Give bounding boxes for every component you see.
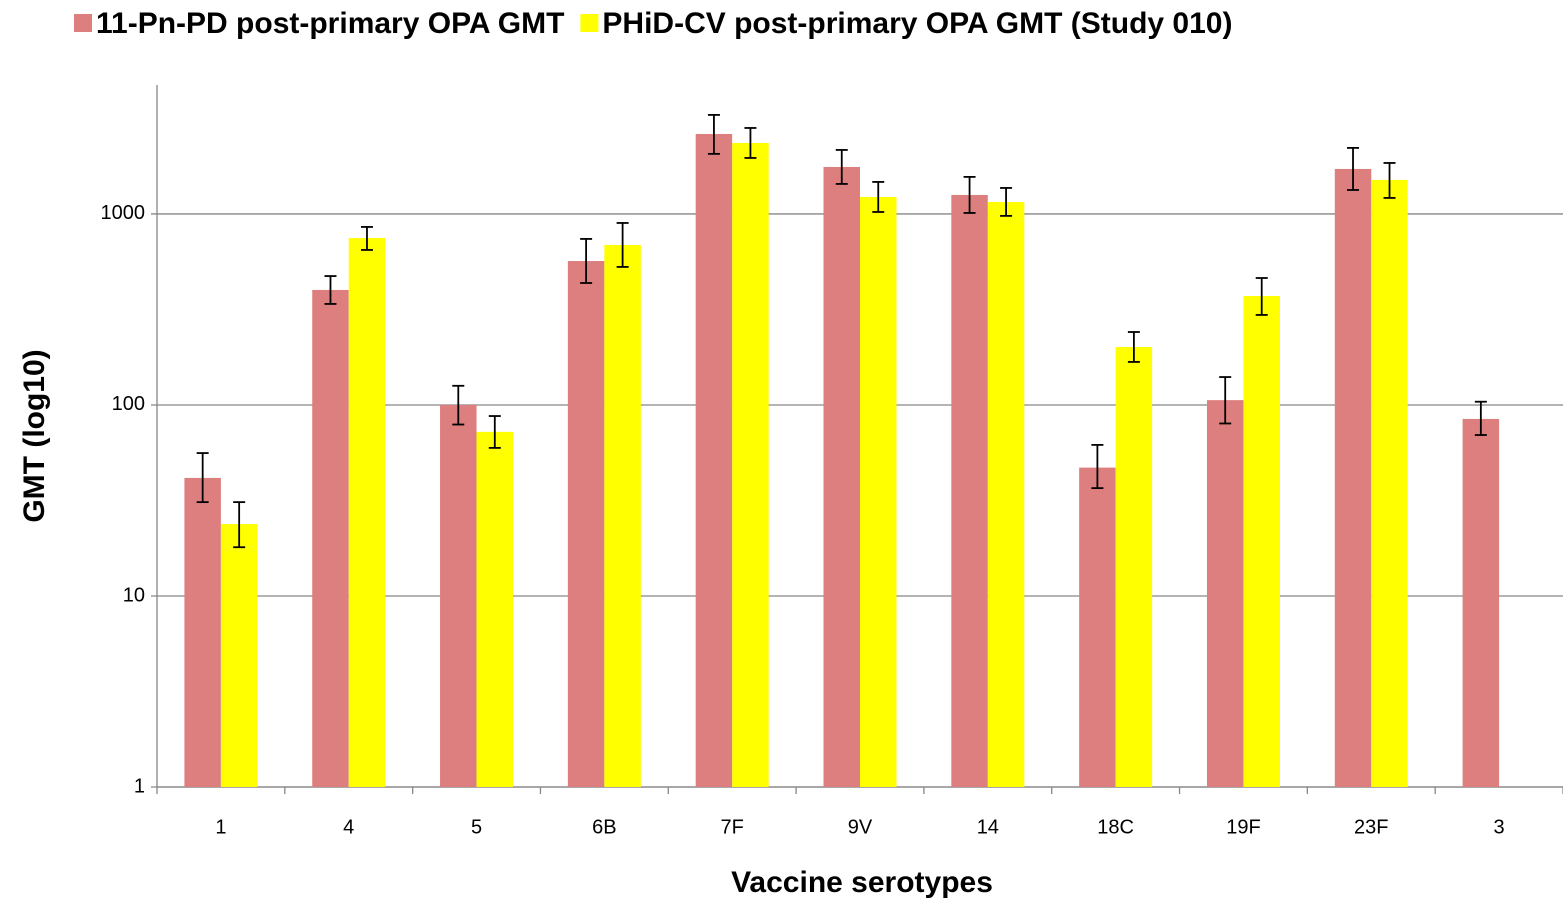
error-bar [835, 149, 848, 185]
bar [1115, 347, 1153, 787]
legend-swatch [74, 14, 92, 32]
error-bar [196, 452, 209, 504]
error-bar [707, 114, 720, 155]
x-tick-label: 6B [592, 816, 616, 838]
bar [604, 244, 641, 787]
error-bar [1347, 146, 1360, 191]
bar [1243, 295, 1280, 787]
bar [860, 196, 897, 787]
x-tick-label: 19F [1226, 816, 1260, 838]
y-tick-label: 1 [134, 775, 145, 797]
bar [348, 238, 386, 787]
error-bar [872, 181, 885, 213]
x-tick-label: 7F [721, 816, 744, 838]
error-bar [616, 222, 629, 268]
error-bar [1255, 277, 1268, 316]
bar [440, 404, 477, 787]
bar [184, 477, 221, 787]
x-tick-label: 4 [343, 816, 354, 838]
bar [312, 289, 349, 787]
bar [1079, 467, 1116, 787]
bar [1206, 400, 1244, 787]
legend-label: 11-Pn-PD post-primary OPA GMT [96, 7, 564, 40]
y-axis-label: GMT (log10) [18, 349, 51, 522]
error-bar [1000, 187, 1013, 217]
x-tick-label: 1 [215, 816, 226, 838]
error-bar [1219, 376, 1232, 425]
legend-label: PHiD-CV post-primary OPA GMT (Study 010) [602, 7, 1232, 40]
error-bar [324, 275, 337, 305]
x-tick-label: 9V [848, 816, 873, 838]
error-bar [488, 415, 501, 449]
error-bar [1127, 331, 1140, 363]
bar [220, 524, 258, 787]
error-bar [1091, 443, 1104, 490]
bar [732, 142, 769, 788]
x-axis-label: Vaccine serotypes [731, 866, 993, 899]
error-bar [580, 238, 593, 284]
bar [1462, 418, 1500, 787]
error-bar [1383, 162, 1396, 199]
y-tick-label: 1000 [101, 202, 146, 224]
bar [823, 166, 860, 788]
error-bar [233, 501, 246, 549]
error-bar [452, 384, 465, 426]
x-tick-label: 3 [1494, 816, 1505, 838]
y-tick-label: 100 [112, 393, 145, 415]
bar [476, 431, 514, 787]
error-bar [1474, 400, 1487, 436]
bar [567, 261, 605, 787]
bar [1371, 179, 1408, 787]
x-tick-label: 18C [1097, 816, 1134, 838]
error-bar [360, 226, 373, 251]
bar [695, 133, 733, 787]
error-bar [744, 127, 757, 159]
x-tick-label: 23F [1354, 816, 1388, 838]
x-tick-label: 14 [977, 816, 999, 838]
legend-swatch [580, 14, 599, 32]
x-tick-label: 5 [471, 816, 482, 838]
bar [987, 201, 1025, 787]
bar [1334, 168, 1372, 787]
error-bar [963, 175, 976, 214]
y-tick-label: 10 [123, 584, 145, 606]
bar [951, 194, 988, 787]
